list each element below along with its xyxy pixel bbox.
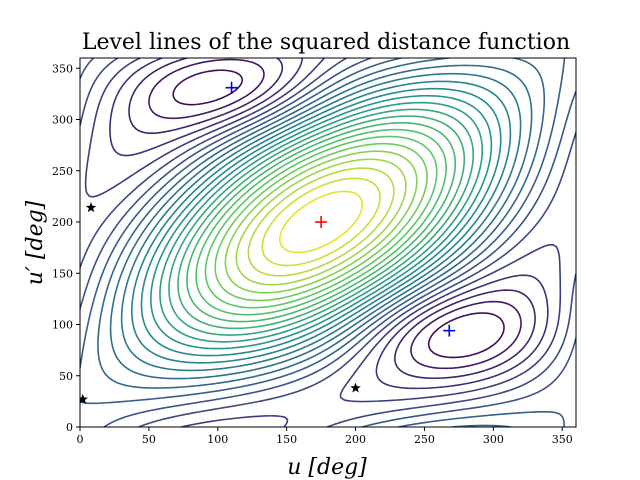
contour-level — [109, 58, 549, 390]
saddle-marker — [85, 202, 97, 213]
contour-level — [140, 87, 502, 357]
y-tick-label: 150 — [52, 267, 73, 280]
y-axis-label: u′ [deg] — [23, 200, 48, 285]
contour-level — [261, 177, 381, 267]
y-tick-label: 200 — [52, 216, 73, 229]
contour-level — [131, 80, 512, 364]
y-tick-label: 250 — [52, 165, 73, 178]
contour-level — [247, 167, 395, 277]
x-tick-label: 250 — [414, 433, 435, 446]
plot-frame — [79, 57, 577, 428]
x-tick-label: 200 — [345, 433, 366, 446]
saddle-marker — [80, 393, 88, 404]
y-tick-label: 350 — [52, 62, 73, 75]
contour-level — [177, 115, 466, 330]
contour-level — [168, 108, 475, 336]
contour-level — [195, 128, 447, 316]
contour-level — [120, 72, 522, 372]
x-tick-label: 50 — [142, 433, 156, 446]
contour-level — [128, 58, 536, 380]
minimum-marker — [225, 81, 238, 94]
contour-level — [148, 58, 522, 370]
contour-level — [235, 158, 407, 286]
saddle-marker — [350, 382, 361, 393]
x-tick-label: 0 — [77, 433, 84, 446]
contour-level — [159, 101, 484, 343]
y-tick-label: 0 — [66, 421, 73, 434]
critical-points — [80, 81, 456, 404]
contour-level — [224, 150, 418, 294]
contour-level — [214, 142, 428, 302]
x-tick-label: 350 — [552, 433, 573, 446]
x-tick-label: 300 — [483, 433, 504, 446]
contour-level — [150, 94, 493, 350]
maximum-marker — [315, 216, 328, 228]
x-axis-ticks: 0 50 100 150 200 250 300 350 — [77, 427, 573, 446]
x-tick-label: 150 — [276, 433, 297, 446]
x-axis-label: u [deg] — [287, 455, 367, 480]
y-tick-label: 300 — [52, 114, 73, 127]
y-tick-label: 50 — [59, 370, 73, 383]
contour-level — [109, 64, 533, 380]
contour-level — [186, 122, 457, 323]
y-tick-label: 100 — [52, 319, 73, 332]
contour-level — [279, 190, 364, 254]
contour-level — [204, 135, 438, 309]
contour-level — [80, 58, 576, 427]
contour-level — [172, 69, 505, 359]
y-axis-ticks: 0 50 100 150 200 250 300 350 — [52, 62, 80, 434]
x-tick-label: 100 — [207, 433, 228, 446]
minimum-marker — [443, 324, 456, 337]
contour-lines — [80, 58, 576, 427]
chart-title: Level lines of the squared distance func… — [82, 30, 570, 55]
